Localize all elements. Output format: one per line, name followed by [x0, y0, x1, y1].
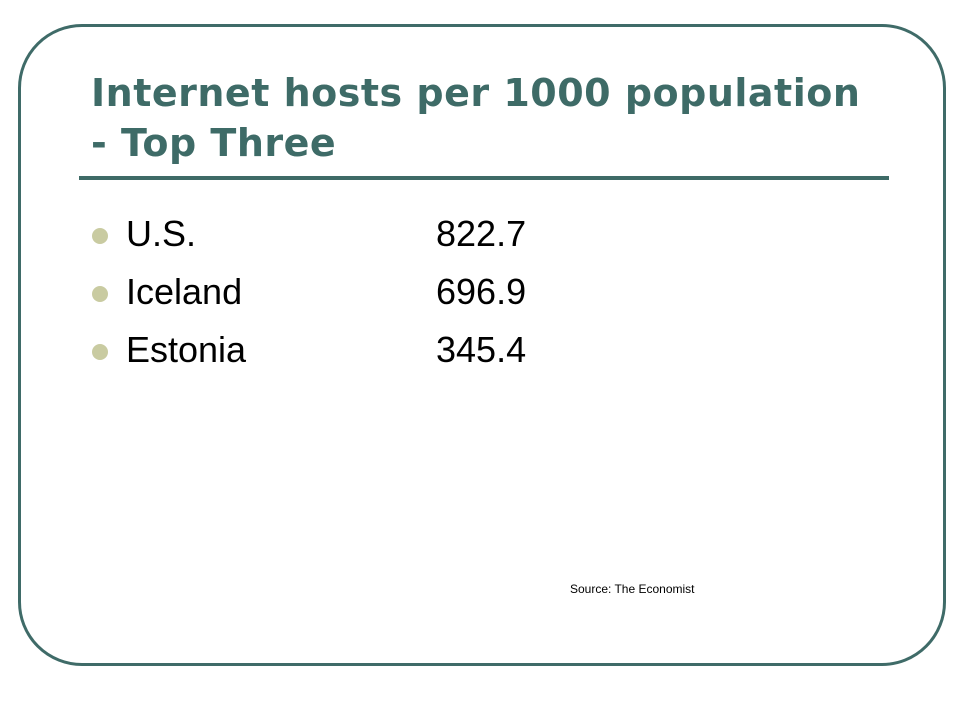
country-name: U.S.: [126, 213, 197, 254]
slide-frame: [18, 24, 946, 666]
bullet-dot-icon: [92, 344, 108, 360]
source-note: Source: The Economist: [570, 582, 695, 596]
hosts-value: 696.9: [436, 271, 527, 312]
slide-title: Internet hosts per 1000 population - Top…: [91, 71, 861, 165]
country-name: Estonia: [126, 329, 247, 370]
title-divider: [79, 176, 889, 180]
bullet-dot-icon: [92, 286, 108, 302]
bullet-dot-icon: [92, 228, 108, 244]
hosts-value: 345.4: [436, 329, 527, 370]
country-name: Iceland: [126, 271, 243, 312]
hosts-value: 822.7: [436, 213, 527, 254]
